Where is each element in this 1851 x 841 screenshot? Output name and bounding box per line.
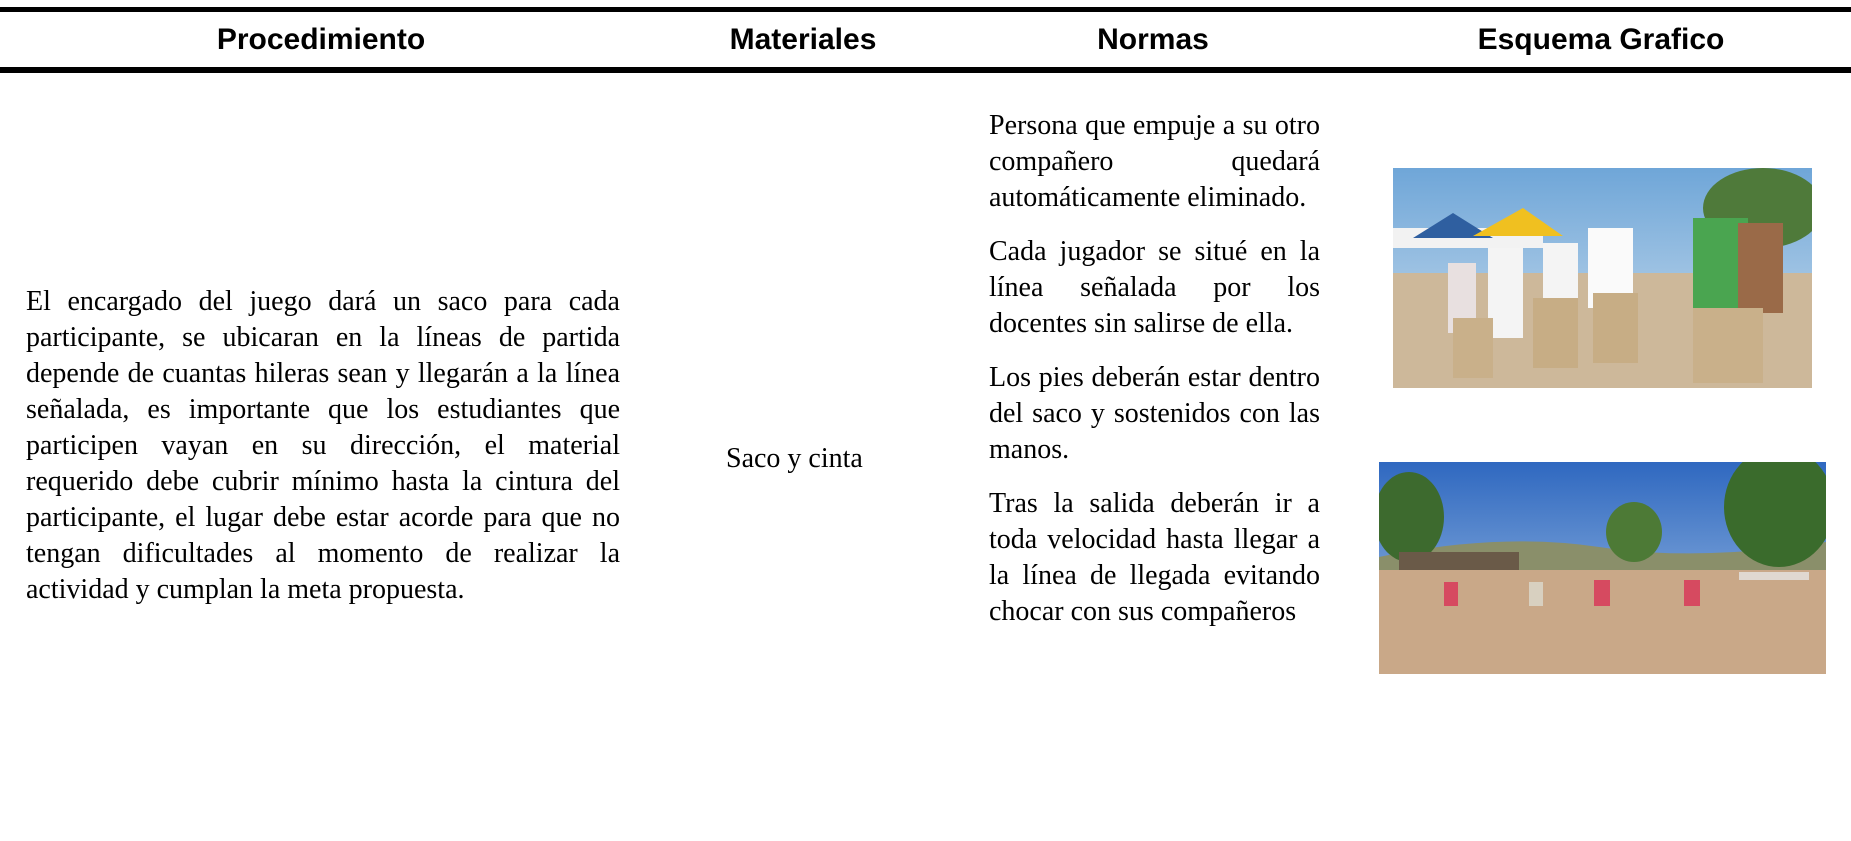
photo — [1379, 462, 1826, 674]
column-header: Materiales — [729, 23, 877, 56]
photo — [1393, 168, 1812, 388]
column-header: Esquema Grafico — [1477, 23, 1725, 56]
rule-item: Los pies deberán estar dentro del saco y… — [989, 362, 1320, 465]
rule-item: Persona que empuje a su otro compañero q… — [989, 110, 1320, 213]
materials-text: Saco y cinta — [726, 443, 863, 474]
top-rule — [0, 7, 1851, 12]
rule-item: Tras la salida deberán ir a toda velocid… — [989, 488, 1320, 627]
header-rule — [0, 67, 1851, 73]
rules-list: Persona que empuje a su otro compañero q… — [989, 108, 1320, 648]
procedure-text: El encargado del juego dará un saco para… — [26, 286, 620, 605]
column-header: Procedimiento — [216, 23, 426, 56]
rule-item: Cada jugador se situé en la línea señala… — [989, 236, 1320, 339]
column-header: Normas — [1097, 23, 1209, 56]
